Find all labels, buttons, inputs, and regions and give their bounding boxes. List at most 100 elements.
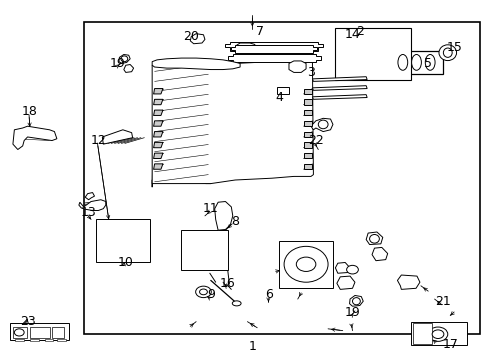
Text: 9: 9 [207,288,215,301]
Bar [396,51,443,74]
Text: 17: 17 [442,338,458,351]
Polygon shape [289,61,306,72]
Polygon shape [154,110,163,116]
Polygon shape [349,296,363,306]
Bar [52,327,64,338]
Bar [84,22,480,334]
Polygon shape [228,54,321,62]
Ellipse shape [346,265,358,274]
Bar [30,327,49,338]
Polygon shape [154,132,163,137]
Text: 2: 2 [356,25,364,38]
Polygon shape [154,153,163,158]
Text: 15: 15 [447,41,463,54]
Ellipse shape [352,298,360,305]
Polygon shape [102,130,133,144]
Polygon shape [119,54,130,63]
Polygon shape [152,63,211,187]
Ellipse shape [369,234,379,243]
Text: 16: 16 [220,278,236,291]
Polygon shape [304,142,313,148]
Polygon shape [304,132,313,137]
Text: 4: 4 [275,91,283,104]
Polygon shape [304,164,313,169]
Bar [45,338,53,341]
Text: 12: 12 [91,134,106,147]
Text: 1: 1 [248,340,256,353]
Ellipse shape [443,48,452,57]
Polygon shape [313,95,367,99]
Polygon shape [397,275,420,289]
Polygon shape [304,121,313,126]
Ellipse shape [296,257,316,271]
Text: 19: 19 [344,306,360,319]
Bar [279,241,333,288]
Ellipse shape [121,56,128,62]
Polygon shape [335,262,350,273]
Ellipse shape [398,54,408,70]
Ellipse shape [428,327,448,341]
Ellipse shape [425,54,435,70]
Polygon shape [304,89,313,94]
Bar [181,230,228,270]
Polygon shape [304,153,313,158]
Polygon shape [215,202,233,230]
Bar [411,321,467,345]
Polygon shape [372,247,388,261]
Text: 20: 20 [183,30,199,43]
Polygon shape [79,200,106,211]
Polygon shape [237,43,256,50]
Bar [15,338,24,341]
Bar [13,327,26,338]
Polygon shape [154,121,163,126]
Polygon shape [85,193,95,200]
Ellipse shape [412,54,421,70]
Text: 14: 14 [344,28,360,41]
Ellipse shape [439,45,457,60]
Bar [413,323,432,344]
Ellipse shape [284,246,328,282]
Polygon shape [154,142,163,148]
Ellipse shape [196,286,211,298]
Ellipse shape [14,329,24,336]
Ellipse shape [199,289,207,295]
Text: 18: 18 [22,105,38,118]
Polygon shape [337,276,355,289]
Polygon shape [313,86,367,90]
Ellipse shape [318,120,328,129]
Bar [57,338,66,341]
Polygon shape [231,45,318,53]
Text: 13: 13 [81,206,97,219]
Polygon shape [225,42,323,51]
Text: 21: 21 [435,296,451,309]
Polygon shape [366,232,383,244]
Text: 22: 22 [308,134,324,147]
Polygon shape [304,99,313,105]
Polygon shape [277,87,289,94]
Ellipse shape [432,330,444,338]
Polygon shape [152,58,240,69]
Bar [96,220,150,262]
Bar [30,338,39,341]
Text: 3: 3 [307,66,315,79]
Polygon shape [152,61,314,184]
Text: 7: 7 [256,25,264,38]
Text: 8: 8 [231,215,239,228]
Polygon shape [154,89,163,94]
Text: 6: 6 [266,288,273,301]
Polygon shape [190,34,205,44]
Bar [10,323,69,339]
Polygon shape [154,99,163,105]
Text: 5: 5 [424,57,432,70]
Ellipse shape [232,301,241,306]
Text: 23: 23 [20,315,35,328]
Text: 19: 19 [110,57,126,70]
Polygon shape [124,64,134,72]
Polygon shape [311,118,333,132]
Polygon shape [313,77,367,81]
Polygon shape [304,110,313,116]
Bar [335,28,411,80]
Polygon shape [154,164,163,169]
Text: 11: 11 [203,202,219,215]
Text: 10: 10 [117,256,133,269]
